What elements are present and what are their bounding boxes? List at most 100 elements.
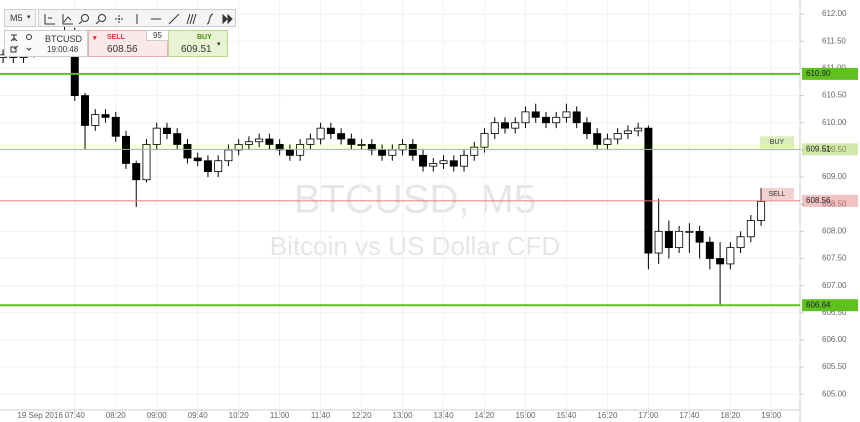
level-label: 610.90 xyxy=(806,69,831,78)
x-tick-label: 17:00 xyxy=(638,411,659,420)
timeframe: M5 xyxy=(10,13,23,23)
candle-body xyxy=(316,127,325,140)
candle-body xyxy=(490,122,499,134)
y-tick-label: 609.00 xyxy=(822,172,847,181)
watermark-subtitle: Bitcoin vs US Dollar CFD xyxy=(270,231,560,261)
candle-body xyxy=(572,111,581,124)
x-tick-label: 15:00 xyxy=(515,411,536,420)
tool-icon[interactable] xyxy=(168,13,180,25)
ticket-icon[interactable] xyxy=(26,34,32,40)
tool-icon[interactable] xyxy=(98,14,106,22)
candle-body xyxy=(460,154,469,167)
candle-body xyxy=(337,133,346,140)
buy-label: BUY xyxy=(197,34,212,41)
x-tick-label: 13:40 xyxy=(434,411,455,420)
candle-body xyxy=(173,133,182,145)
candle-body xyxy=(183,144,192,159)
candle-body xyxy=(593,133,602,145)
candle-body xyxy=(675,230,684,249)
tool-icon[interactable] xyxy=(222,13,233,25)
y-tick-label: 610.50 xyxy=(822,91,847,100)
candle-body xyxy=(541,116,550,124)
candle-body xyxy=(736,236,745,249)
x-tick-label: 08:20 xyxy=(106,411,127,420)
candle-body xyxy=(757,201,766,221)
tool-icon[interactable] xyxy=(62,14,73,25)
server-time: 19:00:48 xyxy=(47,45,79,54)
candle-body xyxy=(111,116,120,137)
candle-body xyxy=(203,160,212,173)
candle-body xyxy=(552,116,561,124)
y-tick-label: 610.00 xyxy=(822,118,847,127)
buy-price: 609.51 xyxy=(181,44,212,55)
x-tick-label: 11:00 xyxy=(270,411,290,420)
candle-body xyxy=(91,114,100,126)
candle-body xyxy=(347,138,356,145)
tool-icon[interactable] xyxy=(115,15,123,23)
candle-body xyxy=(162,127,171,134)
ticket-info: BTCUSD 19:00:48 xyxy=(4,30,88,57)
x-tick-label: 09:40 xyxy=(188,411,209,420)
buy-button[interactable]: BUY 609.51 ▾ xyxy=(168,30,228,57)
sell-label: SELL xyxy=(107,34,125,41)
candle-body xyxy=(695,230,704,243)
candle-body xyxy=(511,122,520,129)
spread-box: 95 xyxy=(146,30,170,41)
candle-body xyxy=(531,111,540,118)
candle-body xyxy=(142,144,151,181)
x-tick-label: 07:40 xyxy=(65,411,86,420)
candle-body xyxy=(644,127,653,254)
candle-body xyxy=(623,130,632,134)
y-tick-label: 611.50 xyxy=(822,36,846,45)
tool-icon[interactable] xyxy=(81,14,89,22)
candle-body xyxy=(562,111,571,118)
timeframe-button[interactable]: M5 ▾ xyxy=(4,9,36,27)
candle-body xyxy=(244,141,253,145)
y-tick-label: 609.50 xyxy=(822,145,847,154)
candle-body xyxy=(685,230,694,233)
tool-icon[interactable] xyxy=(206,13,214,25)
level-tag-box xyxy=(760,136,794,149)
candle-body xyxy=(357,144,366,146)
tool-icon[interactable] xyxy=(44,14,55,25)
level-tag-box xyxy=(760,187,794,200)
candle-body xyxy=(480,133,489,148)
x-tick-label: 14:20 xyxy=(474,411,495,420)
candle-body xyxy=(367,144,376,151)
candle-body xyxy=(326,127,335,134)
level-label: 606.64 xyxy=(806,300,831,309)
candle-body xyxy=(521,111,530,124)
candle-body xyxy=(582,122,591,134)
candle-body xyxy=(122,135,130,164)
candle-body xyxy=(716,258,725,265)
candle-body xyxy=(152,127,161,145)
candle-body xyxy=(439,160,448,164)
ticket-icon[interactable] xyxy=(10,45,19,53)
ticket-icon[interactable] xyxy=(26,47,32,51)
y-tick-label: 606.50 xyxy=(822,308,847,317)
y-tick-label: 605.50 xyxy=(822,362,847,371)
candle-body xyxy=(419,154,428,167)
tool-icon[interactable] xyxy=(186,13,197,25)
candle-body xyxy=(306,138,315,145)
candle-body xyxy=(101,114,110,118)
x-tick-label: 16:20 xyxy=(597,411,618,420)
tool-icons xyxy=(44,13,233,25)
ticket-icon[interactable] xyxy=(10,34,18,42)
date-label: 19 Sep 2016 xyxy=(17,411,63,420)
dropdown-icon: ▾ xyxy=(27,14,31,21)
level-tag: BUY xyxy=(770,139,785,146)
level-label-box xyxy=(802,194,858,207)
candle-body xyxy=(296,144,305,156)
candle-body xyxy=(449,160,458,167)
y-tick-label: 606.00 xyxy=(822,335,847,344)
level-label-box xyxy=(802,143,858,156)
x-tick-label: 10:20 xyxy=(229,411,250,420)
drawing-toolbar xyxy=(38,9,236,27)
x-tick-label: 19:00 xyxy=(761,411,782,420)
y-tick-label: 608.50 xyxy=(822,199,847,208)
dropdown-icon: ▾ xyxy=(217,41,221,48)
candle-body xyxy=(398,144,407,151)
x-tick-label: 09:00 xyxy=(147,411,168,420)
